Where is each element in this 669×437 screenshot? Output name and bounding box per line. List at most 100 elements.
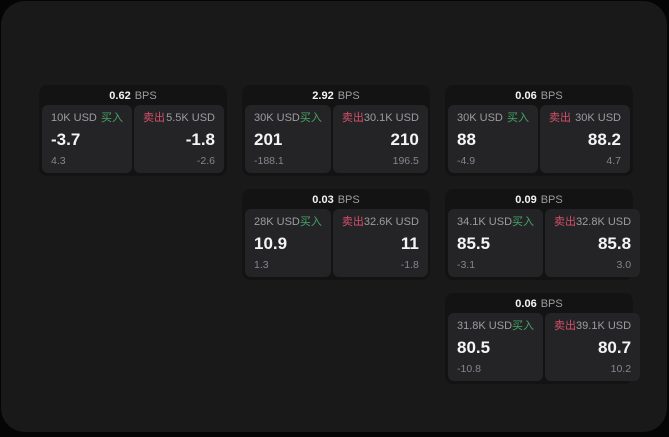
sell-panel-top: 卖出 32.8K USD bbox=[554, 216, 631, 229]
buy-amount: 28K USD bbox=[254, 216, 300, 228]
sell-panel-top: 卖出 39.1K USD bbox=[554, 320, 631, 333]
buy-value: 80.5 bbox=[457, 338, 491, 357]
sell-amount: 39.1K USD bbox=[576, 320, 632, 332]
buy-side-label: 买入 bbox=[507, 112, 529, 124]
buy-panel[interactable]: 10K USD 买入 -3.7 4.3 bbox=[42, 105, 132, 173]
bps-unit-label: BPS bbox=[540, 193, 563, 206]
quote-card: 0.62 BPS 10K USD 买入 -3.7 4.3 卖出 5.5K USD… bbox=[39, 85, 227, 176]
card-header: 0.03 BPS bbox=[242, 189, 430, 209]
buy-panel-top: 30K USD 买入 bbox=[457, 112, 529, 125]
buy-delta: -4.9 bbox=[457, 155, 476, 167]
bps-value: 0.03 bbox=[312, 193, 334, 206]
sell-side-label: 卖出 bbox=[549, 112, 571, 124]
bps-value: 0.06 bbox=[515, 297, 537, 310]
buy-side-label: 买入 bbox=[512, 216, 535, 228]
sell-panel[interactable]: 卖出 5.5K USD -1.8 -2.6 bbox=[134, 105, 224, 173]
sell-side-label: 卖出 bbox=[554, 320, 577, 332]
bps-unit-label: BPS bbox=[337, 193, 360, 206]
sell-value: 80.7 bbox=[597, 338, 632, 357]
buy-delta: 4.3 bbox=[51, 155, 66, 167]
buy-side-label: 买入 bbox=[512, 320, 535, 332]
sell-value: 210 bbox=[390, 130, 419, 149]
buy-panel-top: 31.8K USD 买入 bbox=[457, 320, 534, 333]
buy-delta: -188.1 bbox=[254, 155, 284, 167]
buy-panel[interactable]: 31.8K USD 买入 80.5 -10.8 bbox=[448, 313, 544, 381]
quote-panels: 10K USD 买入 -3.7 4.3 卖出 5.5K USD -1.8 -2.… bbox=[42, 105, 224, 173]
sell-panel-top: 卖出 30.1K USD bbox=[342, 112, 419, 125]
sell-amount: 32.6K USD bbox=[363, 216, 419, 228]
sell-delta: 196.5 bbox=[392, 155, 419, 167]
buy-panel[interactable]: 30K USD 买入 201 -188.1 bbox=[245, 105, 331, 173]
card-header: 2.92 BPS bbox=[242, 85, 430, 105]
sell-side-label: 卖出 bbox=[341, 112, 364, 124]
sell-delta: -2.6 bbox=[196, 155, 215, 167]
sell-value: 11 bbox=[400, 234, 419, 253]
buy-value: 201 bbox=[254, 130, 283, 149]
buy-panel-top: 34.1K USD 买入 bbox=[457, 216, 534, 229]
sell-side-label: 卖出 bbox=[143, 112, 165, 124]
buy-panel[interactable]: 34.1K USD 买入 85.5 -3.1 bbox=[448, 209, 544, 277]
quote-panels: 30K USD 买入 88 -4.9 卖出 30K USD 88.2 4.7 bbox=[448, 105, 630, 173]
quote-card: 0.06 BPS 30K USD 买入 88 -4.9 卖出 30K USD 8… bbox=[445, 85, 633, 176]
sell-panel[interactable]: 卖出 30K USD 88.2 4.7 bbox=[540, 105, 630, 173]
buy-side-label: 买入 bbox=[299, 112, 322, 124]
buy-amount: 31.8K USD bbox=[457, 320, 513, 332]
bps-value: 2.92 bbox=[312, 89, 334, 102]
quote-card: 2.92 BPS 30K USD 买入 201 -188.1 卖出 30.1K … bbox=[242, 85, 430, 176]
card-header: 0.06 BPS bbox=[445, 293, 633, 313]
buy-delta: 1.3 bbox=[254, 259, 269, 271]
quote-panels: 31.8K USD 买入 80.5 -10.8 卖出 39.1K USD 80.… bbox=[448, 313, 641, 381]
quote-card: 0.03 BPS 28K USD 买入 10.9 1.3 卖出 32.6K US… bbox=[242, 189, 430, 280]
buy-amount: 34.1K USD bbox=[457, 216, 513, 228]
sell-panel-top: 卖出 30K USD bbox=[549, 112, 621, 125]
sell-delta: 10.2 bbox=[610, 363, 632, 375]
bps-unit-label: BPS bbox=[337, 89, 360, 102]
card-header: 0.06 BPS bbox=[445, 85, 633, 105]
sell-panel[interactable]: 卖出 32.8K USD 85.8 3.0 bbox=[545, 209, 641, 277]
buy-side-label: 买入 bbox=[101, 112, 123, 124]
buy-panel[interactable]: 28K USD 买入 10.9 1.3 bbox=[245, 209, 331, 277]
sell-panel-top: 卖出 32.6K USD bbox=[342, 216, 419, 229]
sell-delta: 3.0 bbox=[616, 259, 632, 271]
sell-amount: 30.1K USD bbox=[363, 112, 419, 124]
sell-value: 88.2 bbox=[587, 130, 621, 149]
quote-panels: 34.1K USD 买入 85.5 -3.1 卖出 32.8K USD 85.8… bbox=[448, 209, 641, 277]
buy-delta: -3.1 bbox=[457, 259, 476, 271]
sell-panel[interactable]: 卖出 30.1K USD 210 196.5 bbox=[332, 105, 428, 173]
buy-amount: 10K USD bbox=[51, 112, 97, 124]
buy-panel-top: 30K USD 买入 bbox=[254, 112, 322, 125]
quote-panels: 30K USD 买入 201 -188.1 卖出 30.1K USD 210 1… bbox=[245, 105, 428, 173]
bps-unit-label: BPS bbox=[134, 89, 157, 102]
sell-value: 85.8 bbox=[597, 234, 632, 253]
sell-amount: 30K USD bbox=[575, 112, 621, 124]
sell-delta: 4.7 bbox=[606, 155, 621, 167]
buy-value: 85.5 bbox=[457, 234, 491, 253]
buy-panel[interactable]: 30K USD 买入 88 -4.9 bbox=[448, 105, 538, 173]
bps-value: 0.09 bbox=[515, 193, 537, 206]
buy-amount: 30K USD bbox=[457, 112, 503, 124]
bps-unit-label: BPS bbox=[540, 89, 563, 102]
quote-card: 0.09 BPS 34.1K USD 买入 85.5 -3.1 卖出 32.8K… bbox=[445, 189, 641, 280]
buy-side-label: 买入 bbox=[299, 216, 322, 228]
sell-amount: 32.8K USD bbox=[576, 216, 632, 228]
buy-panel-top: 10K USD 买入 bbox=[51, 112, 123, 125]
card-header: 0.62 BPS bbox=[39, 85, 227, 105]
bps-value: 0.06 bbox=[515, 89, 537, 102]
sell-amount: 5.5K USD bbox=[166, 112, 215, 124]
buy-amount: 30K USD bbox=[254, 112, 300, 124]
sell-panel[interactable]: 卖出 32.6K USD 11 -1.8 bbox=[332, 209, 428, 277]
sell-panel[interactable]: 卖出 39.1K USD 80.7 10.2 bbox=[545, 313, 641, 381]
sell-delta: -1.8 bbox=[400, 259, 419, 271]
sell-panel-top: 卖出 5.5K USD bbox=[143, 112, 215, 125]
bps-unit-label: BPS bbox=[540, 297, 563, 310]
quote-panels: 28K USD 买入 10.9 1.3 卖出 32.6K USD 11 -1.8 bbox=[245, 209, 428, 277]
sell-side-label: 卖出 bbox=[554, 216, 577, 228]
quote-card: 0.06 BPS 31.8K USD 买入 80.5 -10.8 卖出 39.1… bbox=[445, 293, 641, 384]
buy-value: 10.9 bbox=[254, 234, 288, 253]
sell-side-label: 卖出 bbox=[341, 216, 364, 228]
sell-value: -1.8 bbox=[185, 130, 215, 149]
buy-panel-top: 28K USD 买入 bbox=[254, 216, 322, 229]
bps-value: 0.62 bbox=[109, 89, 131, 102]
buy-value: -3.7 bbox=[51, 130, 81, 149]
